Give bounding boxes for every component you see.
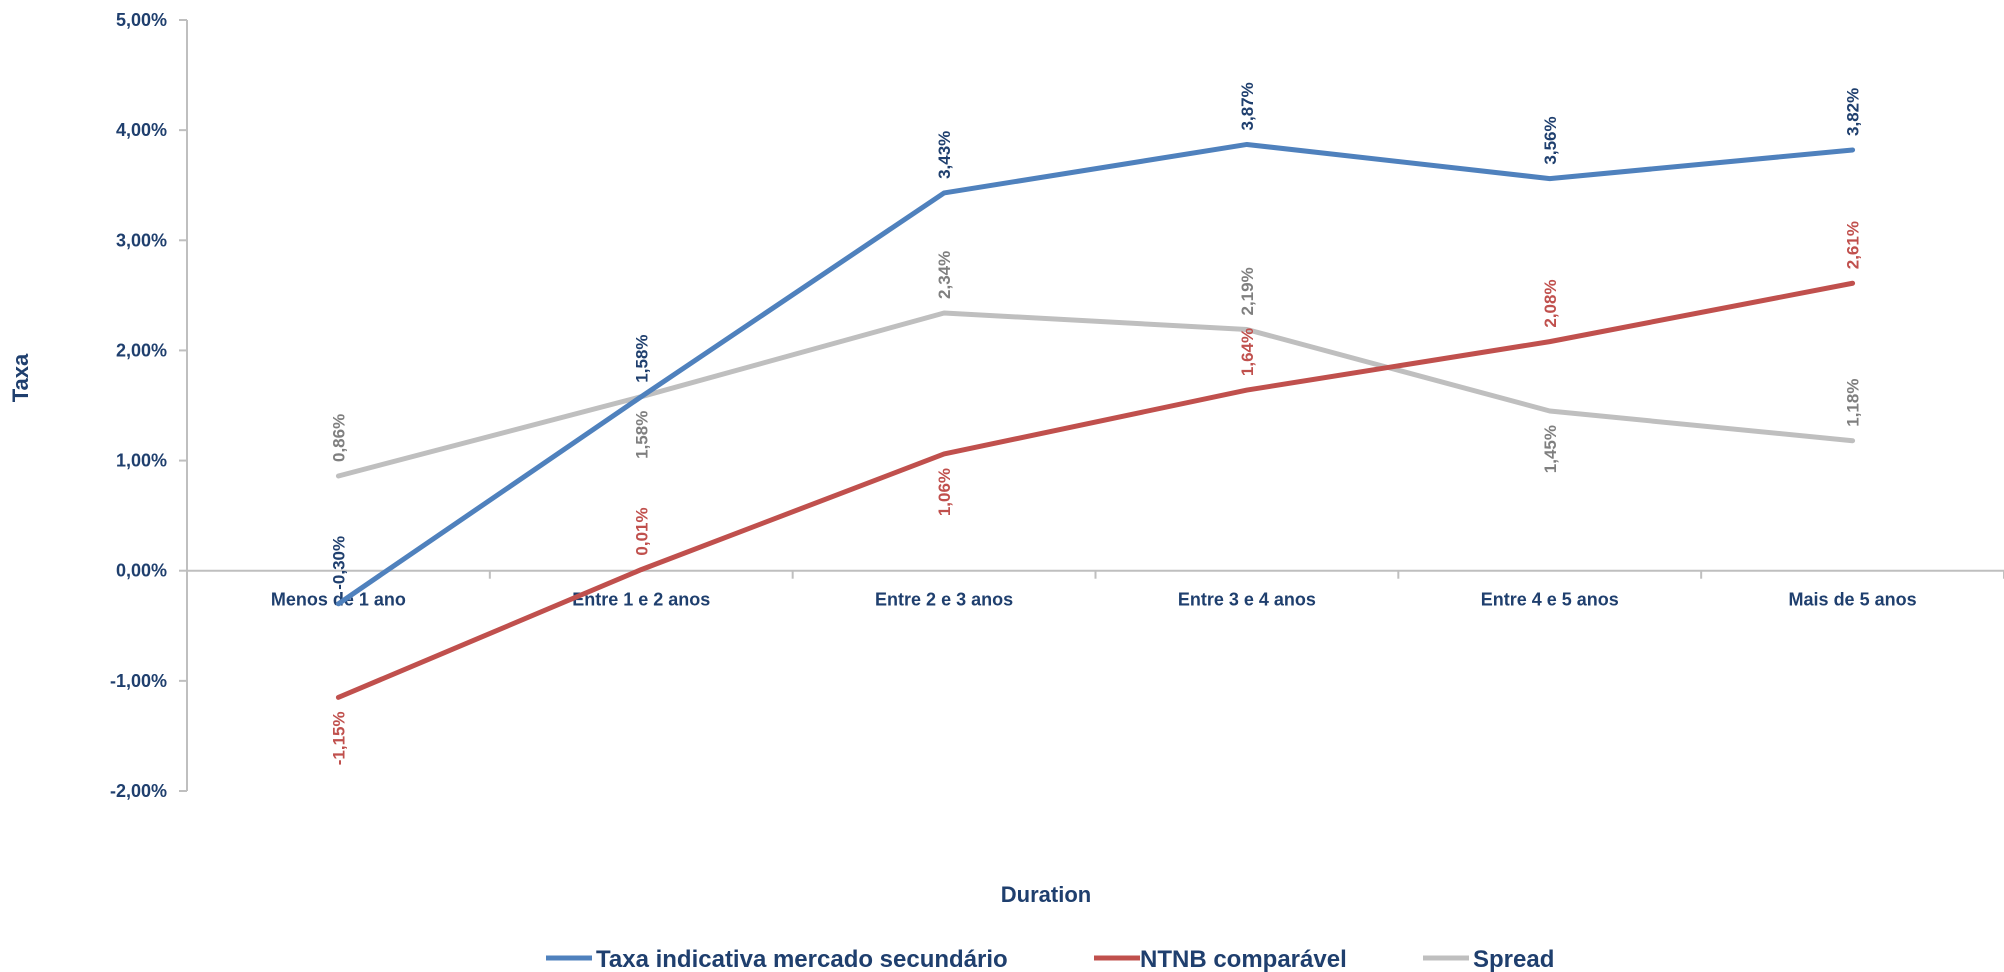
data-label: 2,61% <box>1844 221 1863 269</box>
data-label: 2,19% <box>1238 267 1257 315</box>
legend-label: NTNB comparável <box>1140 946 1347 972</box>
series-line <box>335 141 1856 607</box>
y-tick-label: -2,00% <box>110 781 167 801</box>
data-label: 3,43% <box>935 131 954 179</box>
legend: Taxa indicativa mercado secundário NTNB c… <box>546 946 1554 972</box>
data-label: 1,58% <box>632 334 651 382</box>
data-label: 0,86% <box>329 414 348 462</box>
data-label: 1,58% <box>632 411 651 459</box>
y-tick-label: -1,00% <box>110 671 167 691</box>
x-tick-label: Mais de 5 anos <box>1789 590 1917 610</box>
data-label: 3,82% <box>1844 88 1863 136</box>
x-tick-label: Entre 2 e 3 anos <box>875 590 1013 610</box>
data-label: 3,87% <box>1238 82 1257 130</box>
x-tick-label: Entre 3 e 4 anos <box>1178 590 1316 610</box>
data-label: 1,06% <box>935 468 954 516</box>
series-line <box>335 280 1856 700</box>
x-tick-label: Entre 1 e 2 anos <box>572 590 710 610</box>
y-axis-title: Taxa <box>8 353 33 402</box>
x-tick-label: Entre 4 e 5 anos <box>1481 590 1619 610</box>
data-label: -1,15% <box>329 711 348 765</box>
y-tick-label: 4,00% <box>116 120 167 140</box>
data-label: 2,08% <box>1541 279 1560 327</box>
data-label: 1,64% <box>1238 328 1257 376</box>
x-tick-label: Menos de 1 ano <box>271 590 406 610</box>
x-axis-title: Duration <box>1001 882 1091 907</box>
data-label: 1,18% <box>1844 379 1863 427</box>
data-label: 0,01% <box>632 507 651 555</box>
data-label: -0,30% <box>329 536 348 590</box>
data-label: 3,56% <box>1541 116 1560 164</box>
y-tick-label: 2,00% <box>116 340 167 360</box>
legend-label: Spread <box>1473 946 1554 972</box>
legend-label: Taxa indicativa mercado secundário <box>596 946 1008 972</box>
y-tick-label: 3,00% <box>116 230 167 250</box>
series-line <box>335 310 1856 479</box>
y-tick-label: 1,00% <box>116 451 167 471</box>
data-label: 1,45% <box>1541 425 1560 473</box>
y-tick-label: 5,00% <box>116 10 167 30</box>
data-label: 2,34% <box>935 251 954 299</box>
y-tick-label: 0,00% <box>116 561 167 581</box>
